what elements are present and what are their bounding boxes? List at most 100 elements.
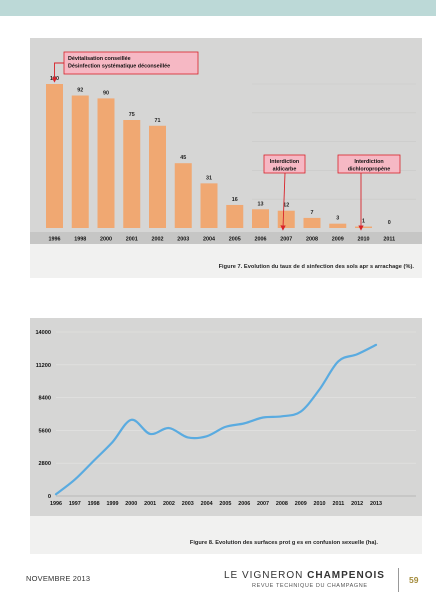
- data-point-2012: [356, 353, 358, 355]
- y-tick-label: 2800: [39, 461, 51, 467]
- x-tick-label: 2006: [255, 237, 267, 243]
- bar-value-label: 12: [283, 203, 289, 209]
- x-tick-label: 2003: [177, 237, 189, 243]
- data-point-2013: [375, 344, 377, 346]
- bar-value-label: 75: [129, 112, 135, 118]
- x-tick-label: 2010: [314, 501, 326, 507]
- data-point-1998: [93, 460, 95, 462]
- bar-2009: [329, 223, 347, 228]
- bar-1998: [71, 95, 89, 228]
- brand-bold: CHAMPENOIS: [307, 570, 385, 581]
- annotation-text: dichloropropène: [348, 167, 391, 173]
- x-tick-label: 1996: [50, 501, 62, 507]
- x-tick-label: 1999: [106, 501, 118, 507]
- x-tick-label: 2008: [276, 501, 288, 507]
- magazine-brand: LE VIGNERON CHAMPENOIS: [224, 570, 385, 581]
- bar-value-label: 16: [232, 197, 238, 203]
- x-tick-label: 2007: [280, 237, 292, 243]
- data-point-2003: [187, 436, 189, 439]
- y-tick-label: 0: [48, 494, 51, 500]
- x-tick-label: 1998: [88, 501, 100, 507]
- figure-7-panel: 100 1996 92 1998 90 2000 75 2001 71 2002 45 2003 31 2…: [30, 38, 422, 278]
- bar-value-label: 45: [180, 155, 186, 161]
- page-number: 59: [409, 575, 419, 585]
- brand-light: LE VIGNERON: [224, 570, 308, 581]
- data-point-2011: [337, 360, 339, 362]
- data-point-2004: [205, 435, 208, 437]
- data-point-2001: [149, 433, 151, 435]
- x-tick-label: 2009: [295, 501, 307, 507]
- figure-7-caption: Figure 7. Evolution du taux de d sinfect…: [218, 264, 414, 270]
- footer-date: NOVEMBRE 2013: [26, 574, 91, 583]
- figure-8-caption: Figure 8. Evolution des surfaces prot g …: [189, 540, 378, 546]
- x-tick-label: 2011: [383, 237, 395, 243]
- annotation-text: Interdiction: [270, 159, 299, 165]
- annotation-text: Interdiction: [354, 159, 383, 165]
- bar-value-label: 3: [336, 216, 339, 222]
- bar-2010: [355, 226, 372, 228]
- x-tick-label: 2003: [182, 501, 194, 507]
- x-tick-label: 2012: [351, 501, 363, 507]
- x-tick-label: 2005: [219, 501, 231, 507]
- data-point-2000: [130, 419, 132, 421]
- annotation-arrow: [51, 62, 64, 83]
- figure-7-bar-chart: 1001996921998902000752001712002452003312…: [30, 51, 422, 244]
- annotation-text: Dévitalisation conseillée: [68, 56, 131, 62]
- data-point-2005: [224, 426, 227, 428]
- bar-2002: [149, 125, 166, 228]
- y-tick-label: 14000: [35, 330, 51, 336]
- x-tick-label: 2002: [163, 501, 175, 507]
- data-point-2009: [300, 411, 302, 413]
- x-tick-label: 2008: [306, 237, 318, 243]
- bar-value-label: 0: [388, 220, 391, 226]
- x-tick-label: 2004: [201, 501, 213, 507]
- x-tick-label: 2002: [152, 237, 164, 243]
- x-tick-label: 2010: [358, 237, 370, 243]
- figure-8-plot-area: [30, 318, 422, 516]
- data-point-1997: [74, 479, 76, 481]
- bar-value-label: 13: [258, 201, 264, 207]
- bar-2001: [123, 120, 141, 228]
- annotation-arrow: [280, 172, 286, 231]
- x-tick-label: 1998: [74, 237, 86, 243]
- annotation-text: aldicarbe: [273, 167, 297, 173]
- bar-value-label: 31: [206, 175, 212, 181]
- x-tick-label: 2004: [203, 237, 215, 243]
- x-tick-label: 1996: [49, 237, 61, 243]
- bar-value-label: 7: [311, 210, 314, 216]
- bar-value-label: 92: [77, 88, 83, 94]
- top-color-band: [0, 0, 436, 16]
- x-tick-label: 2013: [370, 501, 382, 507]
- annotation-box: [263, 154, 306, 174]
- data-point-2006: [243, 422, 245, 424]
- bar-value-label: 1: [362, 219, 365, 225]
- figure-8-line-chart: 0 2800 5600 8400 11200 14000 1996 1997 1998 1999 2…: [35, 330, 416, 507]
- x-tick-label: 1997: [69, 501, 81, 507]
- annotation-box: [337, 154, 401, 174]
- x-tick-label: 2001: [144, 501, 156, 507]
- x-tick-label: 2011: [333, 501, 345, 507]
- figure-8-panel: 0 2800 5600 8400 11200 14000 1996 1997 1998 1999 2…: [30, 318, 422, 554]
- data-point-2007: [262, 416, 264, 419]
- bar-2007: [277, 210, 295, 228]
- y-tick-label: 11200: [36, 363, 51, 369]
- x-tick-label: 2006: [238, 501, 250, 507]
- bar-2003: [174, 163, 192, 228]
- bar-2004: [200, 183, 218, 228]
- data-point-1999: [111, 441, 114, 443]
- data-point-2010: [318, 388, 321, 390]
- bar-2005: [226, 204, 244, 228]
- y-tick-label: 8400: [39, 396, 51, 402]
- x-tick-label: 2005: [229, 237, 241, 243]
- footer-divider: [398, 568, 399, 592]
- bar-2000: [97, 98, 115, 229]
- bar-1996: [46, 84, 63, 228]
- x-tick-label: 2000: [125, 501, 137, 507]
- x-axis-band: [30, 232, 422, 244]
- annotation-text: Désinfection systématique déconseillée: [68, 64, 170, 70]
- x-tick-label: 2000: [100, 237, 112, 243]
- series-line: [54, 343, 378, 496]
- x-tick-label: 2009: [332, 237, 344, 243]
- x-tick-label: 2001: [126, 237, 138, 243]
- data-point-2008: [281, 415, 283, 417]
